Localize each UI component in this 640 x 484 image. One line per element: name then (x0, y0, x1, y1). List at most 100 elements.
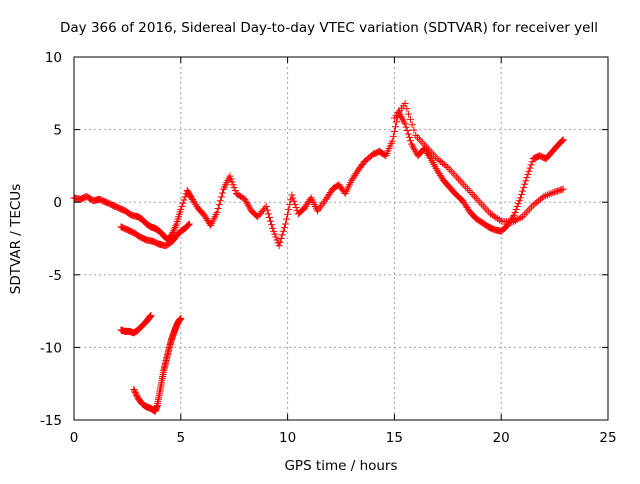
data-point-interp (187, 193, 195, 201)
data-point-interp (278, 231, 286, 239)
data-point-interp (283, 215, 291, 223)
data-point-interp (488, 211, 496, 219)
data-point-interp (528, 158, 536, 166)
x-tick-label: 15 (386, 430, 403, 446)
data-point-interp (170, 227, 178, 235)
data-point (540, 192, 548, 200)
x-tick-label: 20 (493, 430, 510, 446)
data-point (185, 220, 193, 228)
y-axis-label: SDTVAR / TECUs (8, 184, 24, 294)
data-point-interp (526, 164, 534, 172)
data-point-interp (406, 115, 414, 123)
data-point-interp (268, 221, 276, 229)
data-point (516, 194, 524, 202)
x-tick-label: 0 (70, 430, 79, 446)
data-point-interp (437, 158, 445, 166)
data-point (275, 242, 283, 250)
data-point-interp (289, 194, 297, 202)
data-point-interp (494, 215, 502, 223)
x-tick-label: 25 (599, 430, 616, 446)
data-point-interp (547, 189, 555, 197)
data-point-interp (402, 123, 410, 131)
data-point-interp (510, 218, 518, 226)
data-point (226, 172, 234, 180)
data-point-interp (513, 216, 521, 224)
data-point-interp (515, 197, 523, 205)
data-point-interp (131, 388, 139, 396)
data-point-interp (521, 180, 529, 188)
x-tick-label: 10 (279, 430, 296, 446)
data-point (254, 213, 262, 221)
data-point-interp (292, 204, 300, 212)
data-point-interp (170, 225, 178, 233)
data-point-interp (291, 200, 299, 208)
data-point (213, 208, 221, 216)
data-point (508, 219, 516, 227)
data-point-interp (216, 197, 224, 205)
data-point-interp (511, 217, 519, 225)
data-point-interp (522, 177, 530, 185)
data-point-interp (543, 191, 551, 199)
data-point-interp (172, 222, 180, 230)
data-point-interp (290, 197, 298, 205)
data-point-interp (184, 221, 192, 229)
data-point-interp (255, 211, 263, 219)
data-point-interp (280, 224, 288, 232)
data-point (388, 137, 396, 145)
data-point-interp (171, 223, 179, 231)
x-axis-label: GPS time / hours (284, 458, 397, 474)
data-point-interp (285, 205, 293, 213)
data-point-interp (257, 209, 265, 217)
data-point-interp (558, 137, 566, 145)
data-point (523, 174, 531, 182)
data-point-interp (217, 193, 225, 201)
data-point-interp (509, 213, 517, 221)
data-point-interp (230, 184, 238, 192)
data-point-interp (524, 170, 532, 178)
data-point-interp (178, 202, 186, 210)
data-point-interp (492, 213, 500, 221)
y-tick-label: 0 (53, 195, 62, 211)
data-point-interp (531, 200, 539, 208)
data-point-interp (267, 217, 275, 225)
data-point-interp (271, 230, 279, 238)
data-point-interp (403, 127, 411, 135)
data-point-interp (270, 227, 278, 235)
data-point-interp (169, 228, 177, 236)
data-point-interp (545, 190, 553, 198)
data-point-interp (279, 227, 287, 235)
data-point-interp (265, 213, 273, 221)
data-point-interp (512, 205, 520, 213)
data-point-interp (435, 156, 443, 164)
data-point (433, 155, 441, 163)
y-tick-label: -5 (49, 268, 62, 284)
data-point-interp (258, 208, 266, 216)
data-point (177, 314, 185, 322)
data-point-interp (520, 184, 528, 192)
data-point-interp (535, 197, 543, 205)
data-point-interp (131, 387, 139, 395)
data-point-interp (264, 210, 272, 218)
data-point-interp (132, 390, 140, 398)
y-tick-label: -15 (40, 413, 62, 429)
data-point (559, 136, 567, 144)
y-tick-label: 10 (45, 50, 62, 66)
data-point-interp (215, 201, 223, 209)
data-point-interp (133, 391, 141, 399)
data-point-interp (229, 181, 237, 189)
data-point-interp (228, 178, 236, 186)
chart-title: Day 366 of 2016, Sidereal Day-to-day VTE… (60, 20, 598, 36)
data-point-interp (404, 130, 412, 138)
data-point-interp (218, 189, 226, 197)
data-point-interp (403, 105, 411, 113)
data-point-interp (284, 210, 292, 218)
data-point-interp (389, 132, 397, 140)
data-point-interp (405, 110, 413, 118)
data-point-interp (513, 203, 521, 211)
data-point-interp (517, 214, 525, 222)
data-point-interp (391, 123, 399, 131)
data-point-interp (405, 133, 413, 141)
data-point-interp (410, 126, 418, 134)
